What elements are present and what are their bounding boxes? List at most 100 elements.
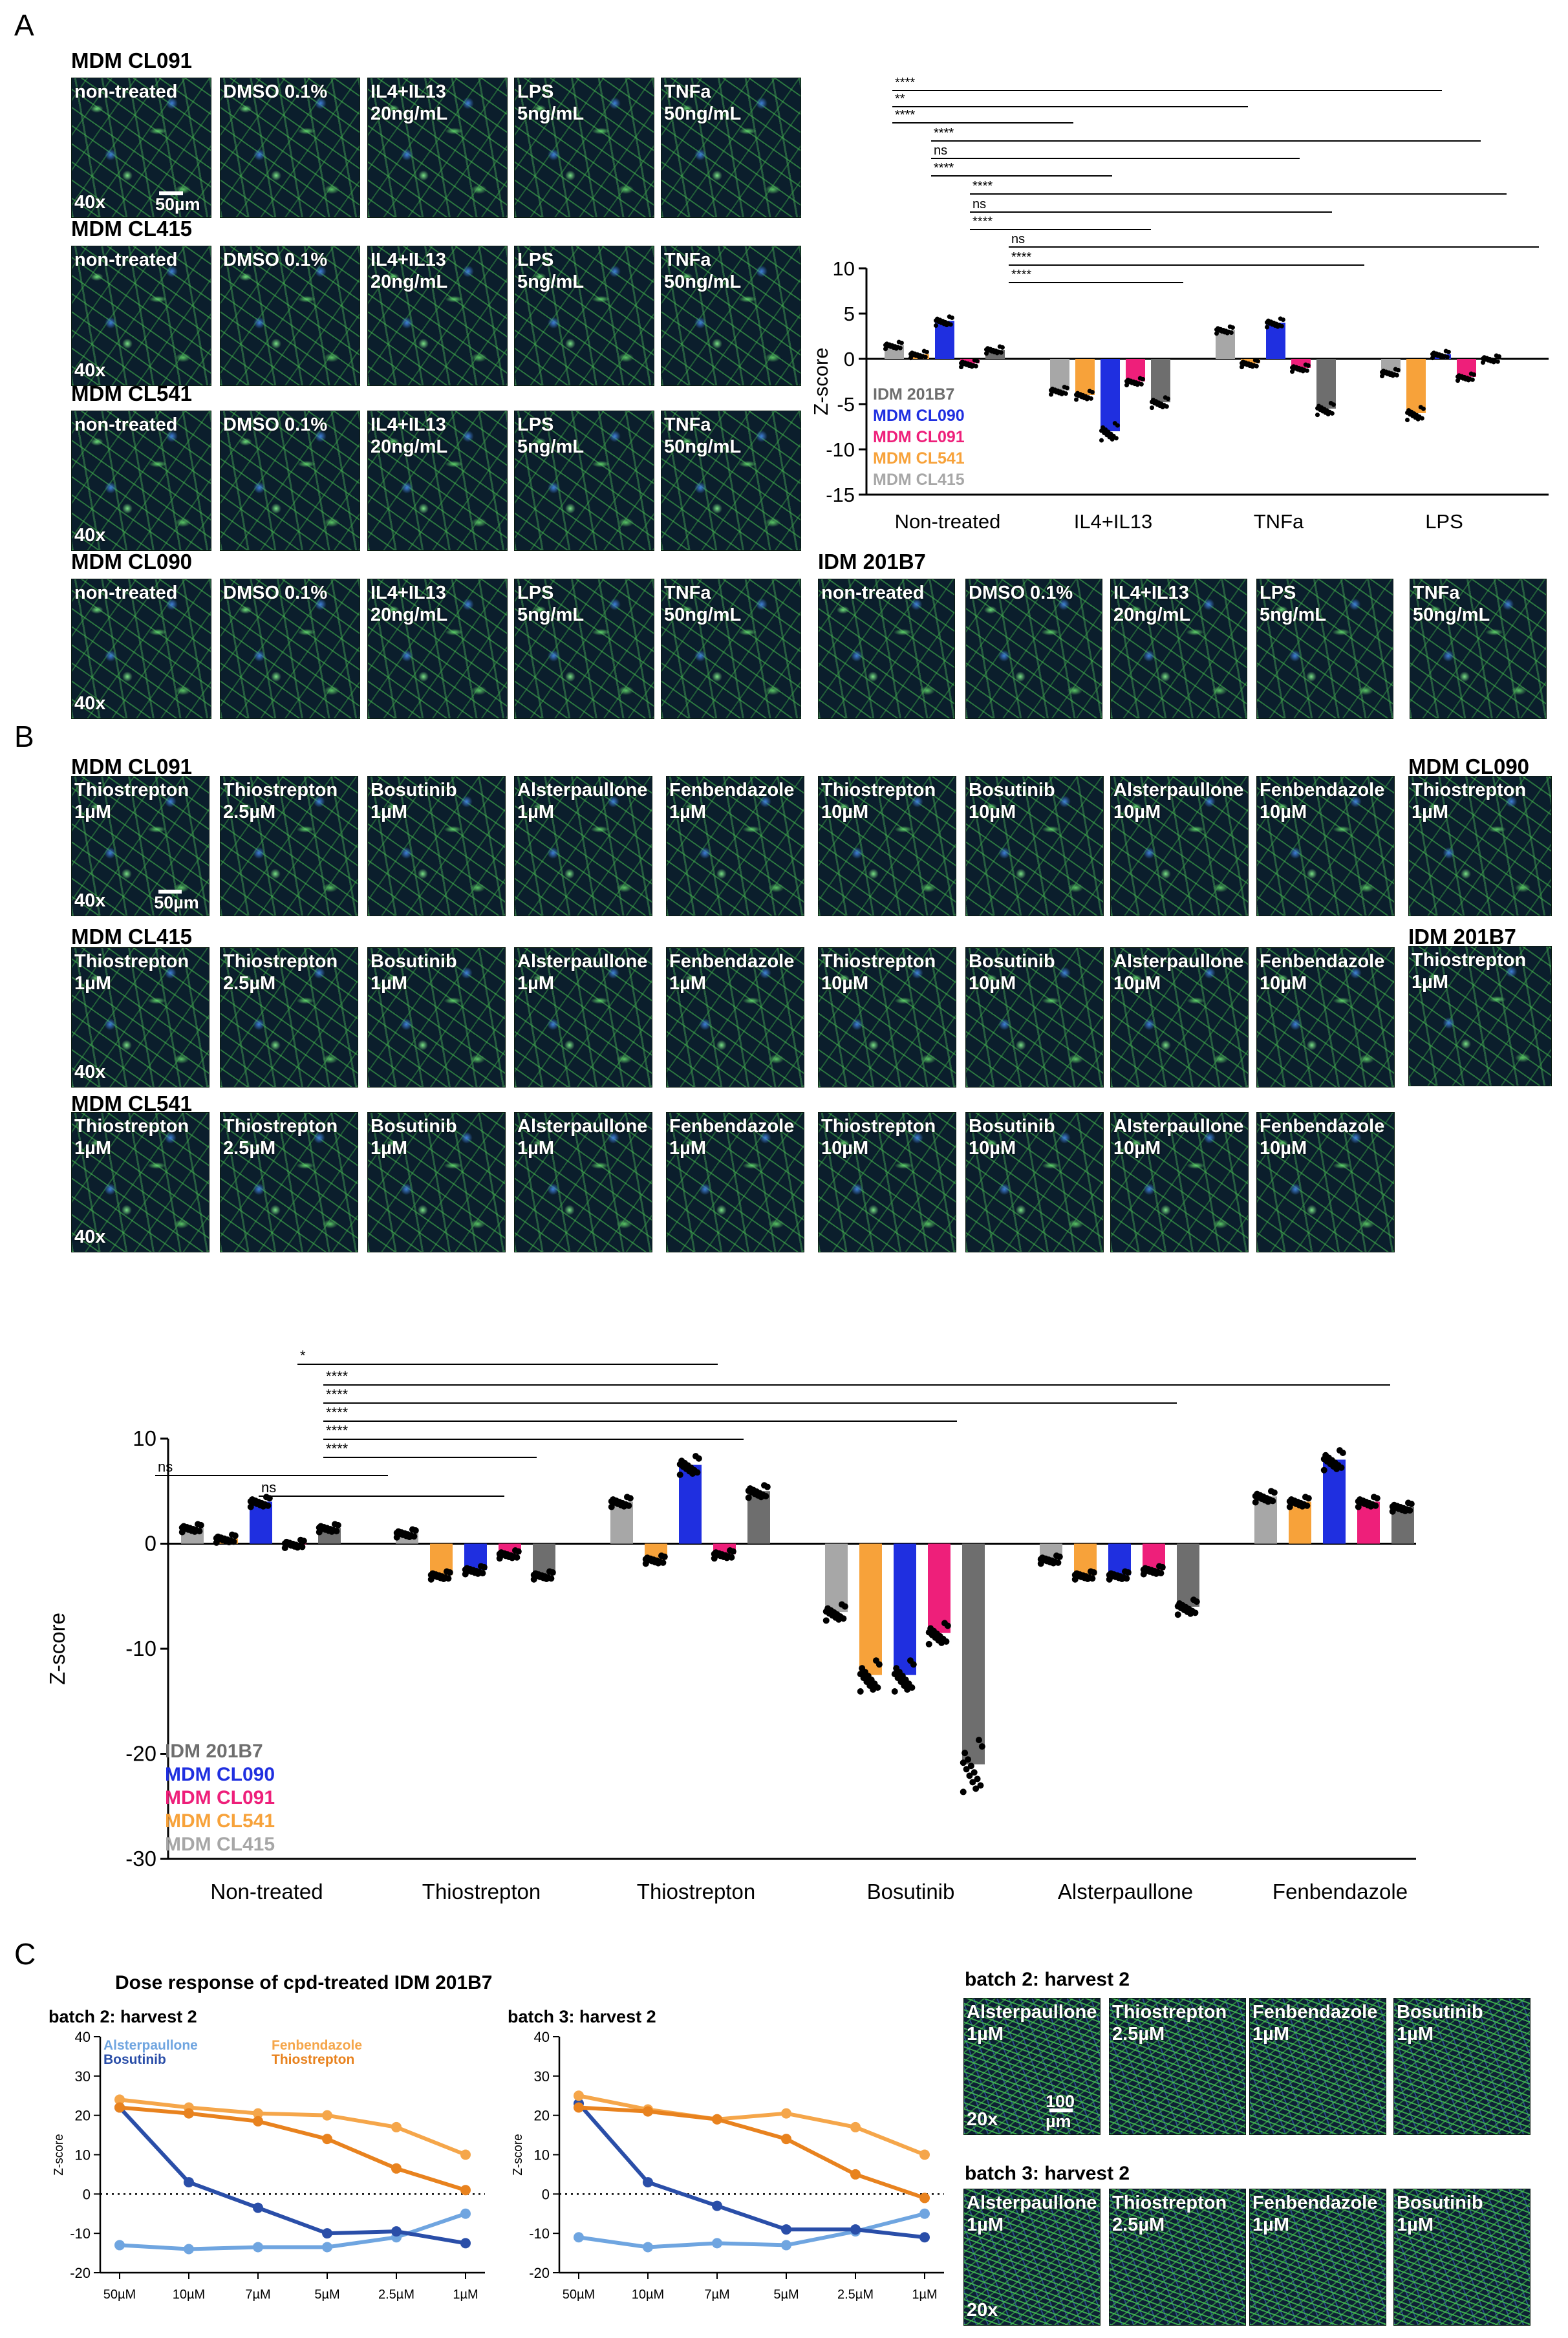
data-point (1370, 1494, 1377, 1501)
tile-label: Bosutinib 10µM (969, 780, 1055, 822)
y-tick-label: 30 (75, 2068, 91, 2085)
category-label: 2.5µM (666, 1905, 725, 1907)
panel-letter-a: A (14, 8, 34, 42)
data-point (1302, 1494, 1309, 1501)
y-tick-label: -10 (826, 438, 855, 461)
micrograph-tile: Alsterpaullone 1µM (514, 776, 652, 916)
significance-label: ns (972, 197, 986, 211)
tile-label: Thiostrepton 1µM (1412, 780, 1527, 822)
data-point (857, 1688, 864, 1695)
tile-label: non-treated (74, 414, 178, 435)
point-thiostrepton (322, 2134, 332, 2145)
significance-label: **** (326, 1422, 349, 1439)
data-point (1336, 1447, 1343, 1454)
point-alsterpaullone (114, 2240, 125, 2251)
y-tick-label: -20 (125, 1742, 156, 1766)
data-point (194, 1521, 201, 1528)
significance-label: **** (1011, 250, 1031, 264)
bar-mdm-cl541 (1241, 359, 1260, 363)
data-point (934, 318, 938, 323)
magnification-label: 20x (967, 2109, 998, 2130)
legend-alsterpaullone: Alsterpaullone (103, 2038, 198, 2053)
bar-mdm-cl541 (859, 1543, 882, 1675)
tile-label: Bosutinib 10µM (969, 1116, 1055, 1159)
micrograph-tile: Thiostrepton 2.5µM (1109, 2189, 1246, 2326)
data-point (1137, 376, 1143, 381)
data-point (511, 1547, 519, 1554)
tile-label: Alsterpaullone 10µM (1113, 780, 1244, 822)
x-tick-label: 50µM (103, 2288, 136, 2302)
data-point (297, 1536, 304, 1543)
data-point (658, 1552, 665, 1560)
chart-title: batch 3: harvest 2 (508, 2007, 656, 2026)
data-point (1430, 356, 1435, 361)
y-tick-label: 10 (75, 2147, 91, 2163)
data-point (409, 1526, 416, 1533)
data-point (883, 343, 888, 348)
data-point (1278, 316, 1283, 321)
micrograph-tile: Fenbendazole 1µM (1249, 1998, 1386, 2135)
micrograph-tile: Alsterpaullone 10µM (1110, 776, 1249, 916)
tile-label: Bosutinib 1µM (371, 951, 457, 994)
significance-label: **** (895, 76, 915, 90)
bar-mdm-cl090 (894, 1543, 916, 1675)
magnification-label: 40x (74, 192, 106, 213)
micrograph-tile: Thiostrepton 2.5µM (220, 947, 358, 1088)
micrograph-tile: LPS 5ng/mL (514, 411, 654, 551)
category-label: Thiostrepton (637, 1880, 755, 1904)
data-point (966, 1772, 973, 1779)
data-point (1252, 1492, 1259, 1499)
data-point (969, 1779, 976, 1786)
tile-label: Thiostrepton 10µM (821, 951, 936, 994)
x-tick-label: 7µM (704, 2288, 729, 2302)
y-tick-label: -5 (837, 393, 855, 416)
data-point (1290, 369, 1294, 374)
legend-mdm-cl541: MDM CL541 (165, 1810, 275, 1832)
data-point (1112, 421, 1117, 426)
chart-title: batch 2: harvest 2 (48, 2007, 197, 2026)
data-point (178, 1524, 186, 1531)
batch-title: batch 3: harvest 2 (965, 2163, 1130, 2184)
data-point (228, 1531, 235, 1538)
cell-line-title: MDM CL415 (71, 217, 193, 241)
point-thiostrepton (460, 2185, 471, 2196)
data-point (857, 1671, 864, 1678)
x-tick-label: 7µM (245, 2288, 270, 2302)
tile-label: Thiostrepton 2.5µM (223, 780, 338, 822)
significance-label: * (300, 1347, 306, 1364)
point-thiostrepton (781, 2134, 791, 2145)
data-point (1150, 405, 1154, 411)
data-point (1227, 324, 1232, 329)
category-label: Alsterpaullone (1058, 1880, 1193, 1904)
data-point (1252, 1499, 1259, 1506)
micrograph-tile: Alsterpaullone 1µM (514, 1112, 652, 1252)
micrograph-tile: LPS 5ng/mL (1256, 579, 1393, 719)
tile-label: Fenbendazole 10µM (1260, 780, 1385, 822)
bar-mdm-cl541 (1406, 359, 1426, 413)
bar-mdm-cl415 (1254, 1496, 1277, 1544)
data-point (1265, 320, 1269, 325)
data-point (1481, 360, 1485, 365)
scale-bar (159, 191, 183, 195)
data-point (978, 1743, 985, 1750)
magnification-label: 40x (74, 525, 106, 546)
data-point (1389, 1503, 1396, 1510)
data-point (975, 1737, 982, 1744)
data-point (1037, 1556, 1044, 1563)
micrograph-tile: DMSO 0.1% (220, 246, 360, 386)
point-thiostrepton (391, 2163, 402, 2174)
data-point (984, 347, 989, 352)
data-point (1380, 374, 1384, 379)
data-point (1087, 389, 1092, 394)
micrograph-tile: Thiostrepton 10µM (818, 1112, 956, 1252)
y-tick-label: -10 (125, 1636, 156, 1660)
tile-label: DMSO 0.1% (969, 583, 1073, 603)
data-point (967, 1763, 974, 1770)
micrograph-tile: Alsterpaullone 10µM (1110, 1112, 1249, 1252)
data-point (443, 1568, 450, 1575)
micrograph-tile: Thiostrepton 1µM (1408, 946, 1552, 1086)
data-point (745, 1494, 752, 1501)
micrograph-tile: LPS 5ng/mL (514, 78, 654, 218)
micrograph-tile: non-treated 40x (71, 411, 211, 551)
tile-label: Alsterpaullone 10µM (1113, 951, 1244, 994)
